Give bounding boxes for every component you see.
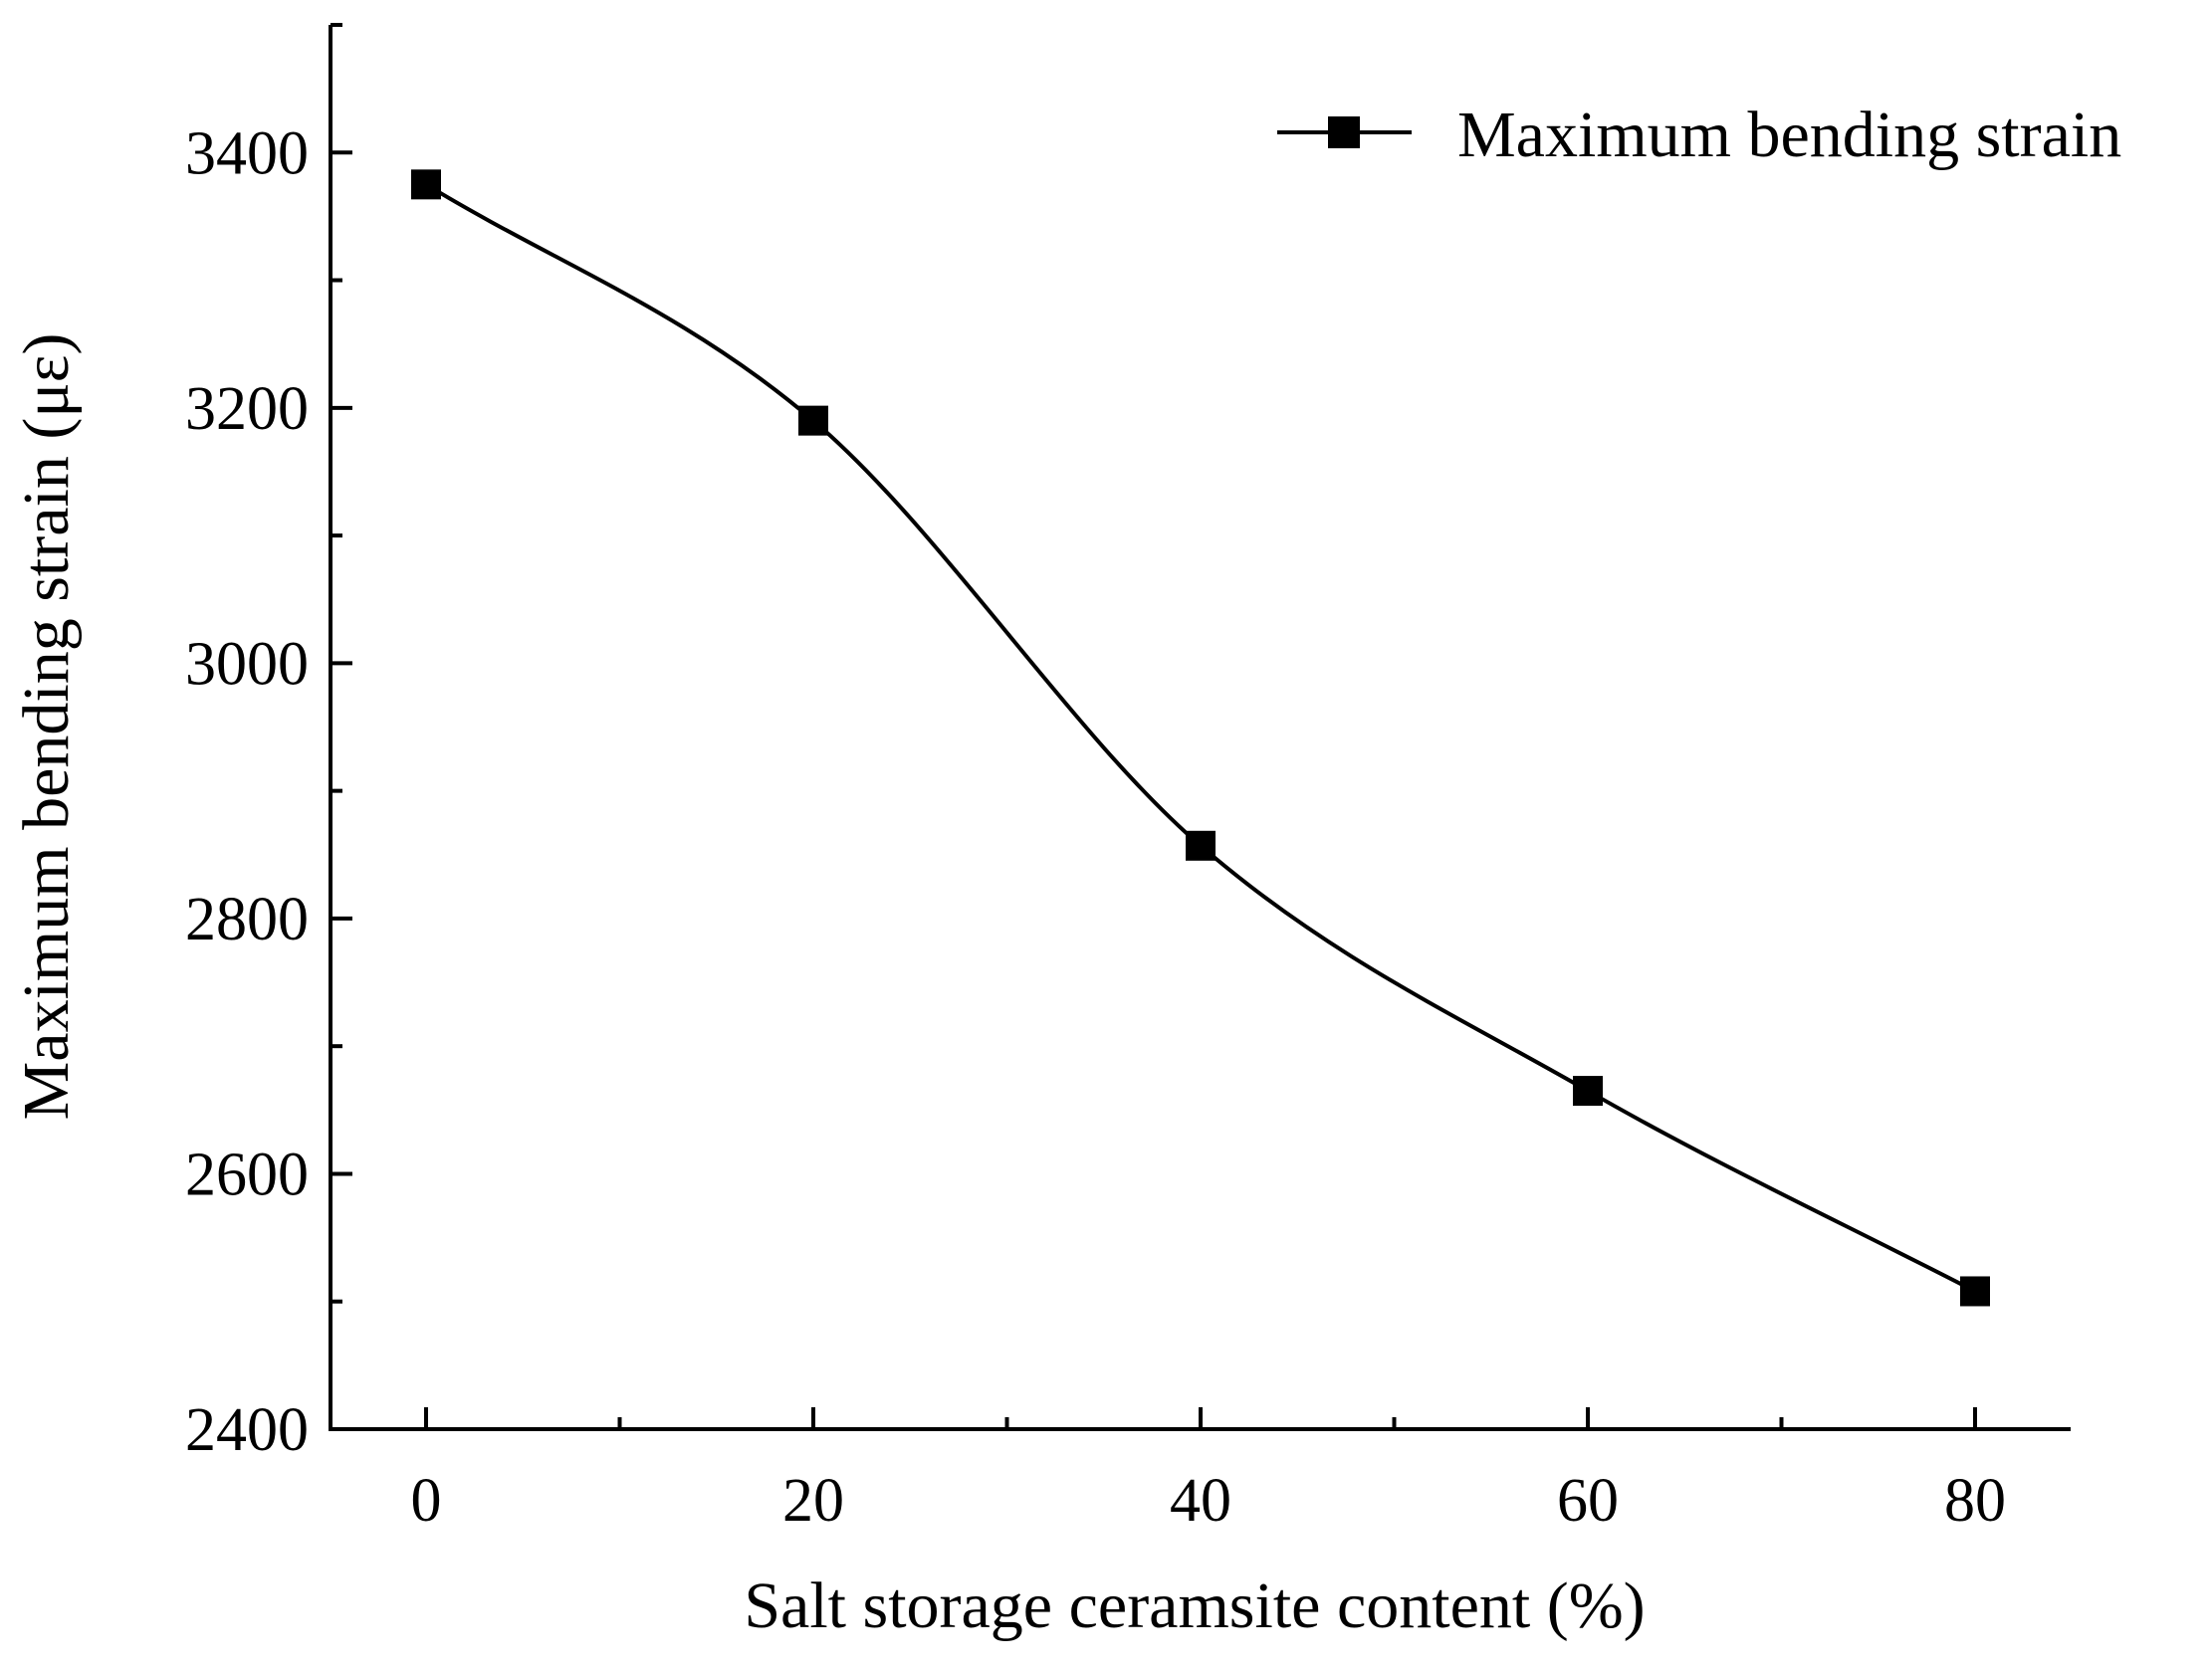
plot-area (411, 169, 1990, 1307)
y-tick-label: 3200 (185, 375, 309, 443)
x-tick-label: 40 (1170, 1467, 1231, 1535)
y-tick-label: 2600 (185, 1141, 309, 1208)
data-point-marker (1960, 1276, 1990, 1307)
ticks: 0 20 40 60 80 2400 2600 2800 3000 3200 3400 (185, 23, 2006, 1535)
y-tick-label: 2800 (185, 886, 309, 953)
axes (329, 25, 2071, 1431)
y-tick-label: 2400 (185, 1396, 309, 1464)
data-point-marker (411, 169, 441, 200)
y-axis-title: Maximum bending strain (με) (10, 333, 83, 1121)
x-tick-label: 60 (1557, 1467, 1619, 1535)
x-axis-title: Salt storage ceramsite content (%) (744, 1569, 1645, 1642)
data-point-marker (1573, 1076, 1603, 1107)
legend: Maximum bending strain (1277, 99, 2121, 171)
x-tick-label: 20 (782, 1467, 844, 1535)
x-tick-label: 80 (1944, 1467, 2006, 1535)
data-point-marker (1186, 830, 1216, 861)
y-tick-label: 3400 (185, 119, 309, 187)
y-tick-label: 3000 (185, 630, 309, 698)
legend-label: Maximum bending strain (1457, 99, 2121, 171)
data-point-marker (798, 405, 828, 436)
series-line (424, 182, 1976, 1294)
legend-marker-swatch (1328, 116, 1360, 148)
x-tick-label: 0 (411, 1467, 442, 1535)
